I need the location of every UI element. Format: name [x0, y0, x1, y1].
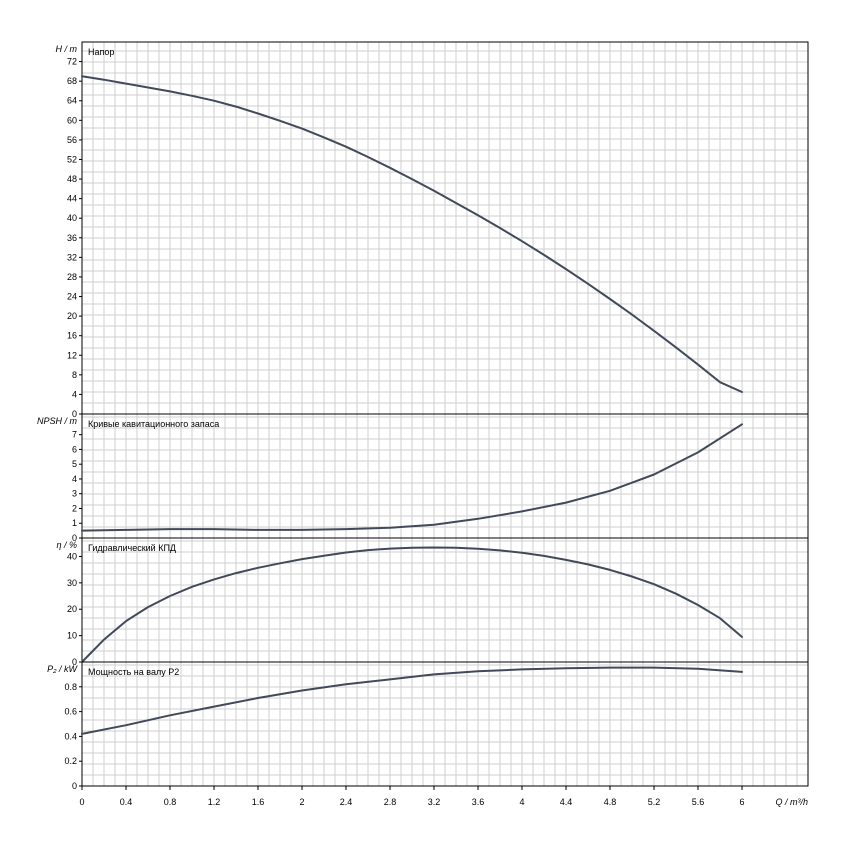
y-tick-label: 16: [67, 331, 77, 341]
y-tick-label: 0: [72, 657, 77, 667]
grid-eff: [82, 538, 808, 662]
y-axis-label: H / m: [56, 44, 78, 54]
x-tick-label: 3.6: [472, 797, 485, 807]
series-line-head-0: [81, 75, 743, 393]
y-tick-label: 64: [67, 96, 77, 106]
x-axis: 0 0.4 0.8 1.2 1.6 2 2.4 2.8 3.2 3.6 4 4.4 4.8 5.2 5.6 6…: [79, 786, 808, 807]
series-line-eff-0: [81, 546, 743, 663]
y-tick-label: 4: [72, 389, 77, 399]
x-tick-label: 0: [79, 797, 84, 807]
x-tick-label: 2: [299, 797, 304, 807]
y-tick-label: 2: [72, 503, 77, 513]
x-tick-label: 0.4: [120, 797, 133, 807]
y-tick-label: 30: [67, 578, 77, 588]
grid-head: [82, 42, 808, 414]
y-tick-label: 32: [67, 252, 77, 262]
panel-title: Мощность на валу P2: [88, 667, 179, 677]
y-tick-label: 0.2: [64, 756, 77, 766]
y-tick-label: 36: [67, 233, 77, 243]
x-tick-label: 0.8: [164, 797, 177, 807]
y-tick-label: 6: [72, 444, 77, 454]
panel-title: Кривые кавитационного запаса: [88, 419, 219, 429]
y-tick-label: 56: [67, 135, 77, 145]
y-tick-label: 20: [67, 311, 77, 321]
y-tick-label: 4: [72, 474, 77, 484]
grid-npsh: [82, 414, 808, 538]
y-tick-label: 0.8: [64, 682, 77, 692]
x-tick-label: 2.4: [340, 797, 353, 807]
x-tick-label: 4.8: [604, 797, 617, 807]
y-tick-label: 68: [67, 76, 77, 86]
series-line-npsh-0: [81, 423, 743, 532]
x-axis-label: Q / m³/h: [775, 797, 808, 807]
series-line-power-0: [81, 666, 743, 735]
x-tick-label: 4.4: [560, 797, 573, 807]
y-tick-label: 0: [72, 533, 77, 543]
x-tick-label: 3.2: [428, 797, 441, 807]
y-tick-label: 60: [67, 115, 77, 125]
panel-title: Гидравлический КПД: [88, 543, 176, 553]
y-tick-label: 24: [67, 292, 77, 302]
panel-npsh: 0 1 2 3 4 5 6 7 NPSH / m Кривые кавитационного за…: [37, 413, 809, 543]
y-tick-label: 52: [67, 154, 77, 164]
x-tick-label: 2.8: [384, 797, 397, 807]
y-tick-label: 12: [67, 350, 77, 360]
y-tick-label: 48: [67, 174, 77, 184]
grid-power: [82, 662, 808, 786]
x-tick-label: 5.6: [692, 797, 705, 807]
y-axis-label: NPSH / m: [37, 416, 78, 426]
y-axis-label: P₂ / kW: [47, 664, 78, 674]
y-tick-label: 7: [72, 430, 77, 440]
y-tick-label: 10: [67, 631, 77, 641]
panel-frame: [81, 661, 809, 787]
y-tick-label: 0: [72, 781, 77, 791]
panel-power: 0 0.2 0.4 0.6 0.8 P₂ / kW Мощность на валу P2: [47, 661, 809, 791]
y-tick-label: 8: [72, 370, 77, 380]
x-tick-label: 1.2: [208, 797, 221, 807]
y-tick-label: 44: [67, 194, 77, 204]
y-tick-label: 40: [67, 551, 77, 561]
x-tick-label: 5.2: [648, 797, 661, 807]
y-tick-label: 28: [67, 272, 77, 282]
x-tick-label: 4: [519, 797, 524, 807]
y-axis-label: η / %: [56, 540, 77, 550]
y-tick-label: 40: [67, 213, 77, 223]
y-tick-label: 0.6: [64, 707, 77, 717]
panel-eff: 0 10 20 30 40η / % Гидравлический КПД: [56, 537, 809, 667]
y-tick-label: 20: [67, 604, 77, 614]
y-tick-label: 0.4: [64, 731, 77, 741]
y-tick-label: 72: [67, 57, 77, 67]
y-tick-label: 5: [72, 459, 77, 469]
x-tick-label: 1.6: [252, 797, 265, 807]
x-tick-label: 6: [739, 797, 744, 807]
panel-title: Напор: [88, 47, 114, 57]
y-tick-label: 0: [72, 409, 77, 419]
y-tick-label: 3: [72, 489, 77, 499]
y-tick-label: 1: [72, 518, 77, 528]
